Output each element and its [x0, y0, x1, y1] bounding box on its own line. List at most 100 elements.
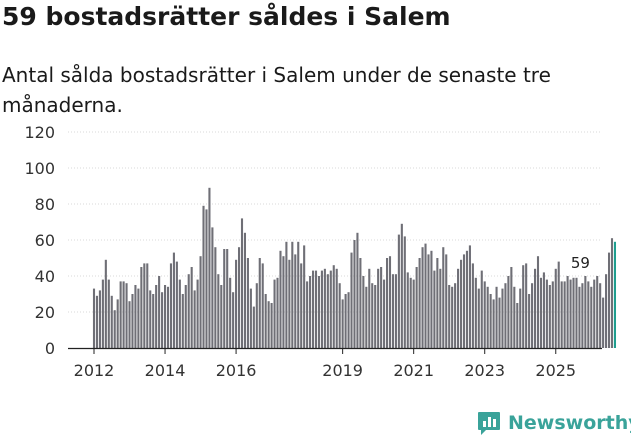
- bar: [353, 240, 356, 348]
- bar: [436, 258, 439, 348]
- bar: [560, 281, 563, 348]
- bar: [181, 294, 184, 348]
- bar: [104, 259, 107, 348]
- x-tick-label: 2019: [322, 361, 363, 380]
- bar: [344, 294, 347, 348]
- y-tick-label: 100: [24, 159, 55, 178]
- bar: [309, 276, 312, 348]
- bar: [471, 263, 474, 348]
- bar: [418, 258, 421, 348]
- bar: [95, 295, 99, 348]
- bar: [338, 283, 341, 348]
- bar: [291, 241, 294, 348]
- bar: [525, 263, 528, 348]
- bar: [306, 281, 309, 348]
- bar: [397, 234, 400, 348]
- brand-name: Newsworthy: [508, 412, 631, 434]
- bar: [279, 250, 282, 348]
- bar: [593, 279, 596, 348]
- bar: [578, 286, 581, 348]
- bar: [261, 263, 264, 348]
- bar: [569, 279, 572, 348]
- y-tick-label: 20: [35, 303, 55, 322]
- bar: [137, 288, 140, 348]
- bar: [427, 254, 430, 348]
- bar: [208, 187, 211, 348]
- bar: [232, 292, 235, 348]
- y-tick-label: 60: [35, 231, 55, 250]
- bar: [158, 276, 161, 348]
- bar: [128, 301, 131, 348]
- bar: [243, 232, 247, 348]
- bar: [513, 286, 516, 348]
- bar: [495, 286, 498, 348]
- x-tick-label: 2016: [216, 361, 257, 380]
- bar: [383, 279, 386, 348]
- bar: [492, 299, 495, 348]
- bar: [184, 285, 187, 348]
- bar: [400, 223, 403, 348]
- bar: [462, 254, 466, 348]
- bar: [169, 263, 173, 348]
- bar: [146, 263, 149, 348]
- bar: [311, 270, 315, 348]
- bar: [388, 256, 392, 348]
- bar: [430, 250, 433, 348]
- bar: [240, 218, 244, 348]
- bar: [596, 276, 599, 348]
- bar: [223, 249, 226, 348]
- bar: [214, 247, 217, 348]
- brand-logo: Newsworthy: [476, 408, 631, 438]
- y-tick-label: 80: [35, 195, 55, 214]
- bar: [605, 274, 608, 348]
- bar: [602, 297, 605, 348]
- bar: [477, 288, 480, 348]
- bar: [409, 277, 412, 348]
- bar: [303, 245, 306, 348]
- bar: [412, 279, 415, 348]
- bar: [193, 290, 196, 348]
- bar: [341, 299, 344, 348]
- bar: [107, 279, 110, 348]
- bar: [131, 294, 134, 348]
- bar: [125, 283, 128, 348]
- bar: [282, 256, 285, 348]
- bar: [273, 279, 276, 348]
- bar: [554, 268, 557, 348]
- bar: [457, 268, 460, 348]
- bar: [113, 310, 116, 348]
- bar: [143, 263, 146, 348]
- bar: [415, 267, 418, 348]
- bar: [439, 268, 442, 348]
- y-tick-label: 120: [24, 123, 55, 142]
- bar: [465, 250, 469, 348]
- bar: [575, 277, 578, 348]
- bar: [175, 261, 178, 348]
- bar: [172, 252, 175, 348]
- bar: [149, 290, 152, 348]
- data-label-latest: 59: [571, 254, 590, 272]
- bar: [587, 281, 590, 348]
- bar: [501, 288, 504, 348]
- bar: [528, 294, 531, 348]
- bar: [610, 238, 614, 348]
- bar: [152, 294, 155, 348]
- bar: [531, 283, 534, 348]
- bar: [459, 259, 463, 348]
- bar: [498, 297, 501, 348]
- bar: [267, 301, 270, 348]
- bar: [276, 277, 279, 348]
- bar: [217, 274, 220, 348]
- bar: [374, 285, 377, 348]
- bar: [229, 277, 232, 348]
- y-tick-label: 0: [45, 339, 55, 358]
- bar: [445, 254, 448, 348]
- bar: [255, 283, 258, 348]
- bar: [421, 247, 424, 348]
- bar: [332, 265, 335, 348]
- bar: [110, 295, 113, 348]
- bar: [607, 252, 611, 348]
- bar: [178, 279, 181, 348]
- bar: [448, 285, 451, 348]
- bar: [326, 274, 329, 348]
